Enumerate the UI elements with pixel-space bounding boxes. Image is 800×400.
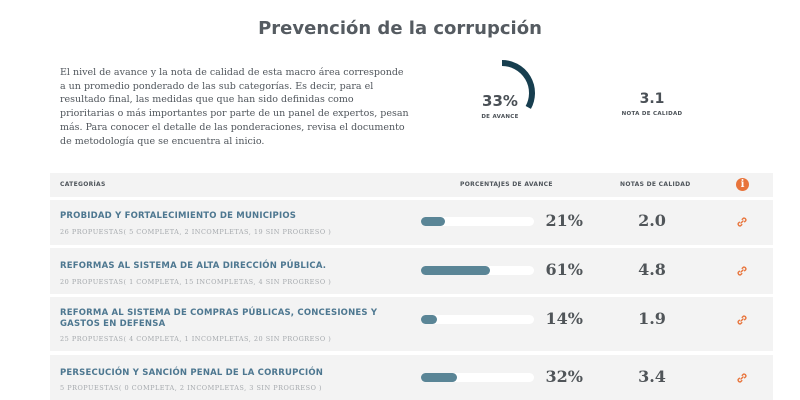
table-row: PROBIDAD Y FORTALECIMIENTO DE MUNICIPIOS…	[50, 200, 773, 245]
table-row: PERSECUCIÓN Y SANCIÓN PENAL DE LA CORRUP…	[50, 355, 773, 400]
category-nota: 3.4	[638, 367, 666, 386]
category-nota: 4.8	[638, 260, 666, 279]
info-icon[interactable]: i	[736, 178, 749, 191]
category-name[interactable]: PROBIDAD Y FORTALECIMIENTO DE MUNICIPIOS	[60, 211, 297, 221]
table-header: CATEGORÍAS PORCENTAJES DE AVANCE NOTAS D…	[50, 173, 773, 197]
table-row: REFORMA AL SISTEMA DE COMPRAS PÚBLICAS, …	[50, 297, 773, 351]
progress-ring	[460, 58, 550, 128]
nota-value: 3.1	[639, 91, 665, 107]
progress-bar	[421, 266, 534, 275]
page-title: Prevención de la corrupción	[258, 18, 542, 39]
category-percent: 14%	[545, 309, 583, 328]
category-proposals: 20 PROPUESTAS( 1 COMPLETA, 15 INCOMPLETA…	[60, 278, 332, 286]
progress-ring-arc	[501, 60, 535, 109]
category-percent: 21%	[545, 211, 583, 230]
category-name[interactable]: REFORMAS AL SISTEMA DE ALTA DIRECCIÓN PÚ…	[60, 261, 327, 271]
link-icon[interactable]	[736, 314, 748, 326]
progress-bar	[421, 217, 534, 226]
category-proposals: 26 PROPUESTAS( 5 COMPLETA, 2 INCOMPLETAS…	[60, 228, 332, 236]
progress-bar-fill	[421, 373, 458, 382]
table-row: REFORMAS AL SISTEMA DE ALTA DIRECCIÓN PÚ…	[50, 248, 773, 294]
avance-label: DE AVANCE	[481, 114, 519, 120]
header-categorias: CATEGORÍAS	[60, 181, 106, 188]
category-percent: 32%	[545, 367, 583, 386]
progress-bar-fill	[421, 217, 445, 226]
progress-bar-fill	[421, 315, 437, 324]
progress-bar	[421, 315, 534, 324]
category-percent: 61%	[545, 260, 583, 279]
category-name[interactable]: PERSECUCIÓN Y SANCIÓN PENAL DE LA CORRUP…	[60, 368, 324, 378]
progress-bar	[421, 373, 534, 382]
category-proposals: 5 PROPUESTAS( 0 COMPLETA, 2 INCOMPLETAS,…	[60, 384, 323, 392]
nota-label: NOTA DE CALIDAD	[621, 111, 683, 117]
category-nota: 2.0	[638, 211, 666, 230]
category-proposals: 25 PROPUESTAS( 4 COMPLETA, 1 INCOMPLETAS…	[60, 335, 332, 343]
category-nota: 1.9	[638, 309, 666, 328]
link-icon[interactable]	[736, 265, 748, 277]
intro-text: El nivel de avance y la nota de calidad …	[60, 67, 409, 147]
category-name[interactable]: REFORMA AL SISTEMA DE COMPRAS PÚBLICAS, …	[60, 308, 378, 329]
link-icon[interactable]	[736, 216, 748, 228]
header-porcentajes: PORCENTAJES DE AVANCE	[460, 181, 553, 188]
progress-bar-fill	[421, 266, 490, 275]
link-icon[interactable]	[736, 372, 748, 384]
avance-value: 33%	[482, 92, 518, 110]
header-notas: NOTAS DE CALIDAD	[620, 181, 691, 188]
